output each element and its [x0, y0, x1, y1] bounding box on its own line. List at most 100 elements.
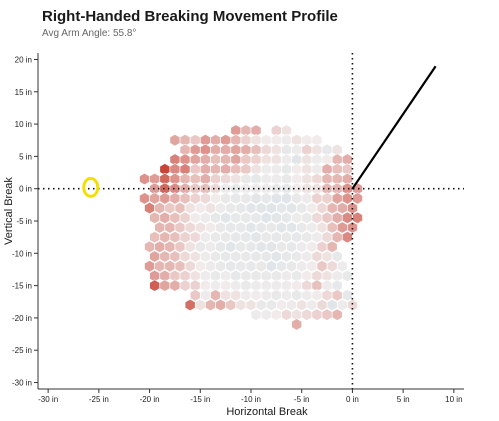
hex-cell	[240, 250, 252, 263]
hex-cell	[286, 260, 297, 273]
hex-cell	[341, 211, 353, 224]
hex-cell	[260, 192, 272, 205]
hex-cell	[286, 240, 297, 253]
hex-cell	[265, 201, 277, 215]
hex-cell	[255, 298, 267, 312]
hex-cell	[286, 298, 297, 312]
hex-cell	[255, 201, 267, 215]
hex-cell	[316, 260, 328, 273]
x-axis-label: Horizontal Break	[226, 406, 308, 418]
hex-cell	[205, 221, 216, 234]
hex-cell	[331, 192, 343, 205]
hex-cell	[270, 231, 282, 244]
y-tick-label: 5 in	[19, 152, 32, 161]
hex-cell	[281, 211, 292, 224]
hex-cell	[179, 231, 191, 244]
hex-cell	[179, 250, 191, 263]
hex-cell	[352, 192, 363, 205]
hex-cell	[225, 240, 236, 253]
hex-cell	[235, 240, 247, 253]
x-tick-label: -15 in	[190, 395, 210, 404]
hex-cell	[331, 250, 343, 263]
hex-cell	[321, 211, 333, 224]
hex-cell	[184, 240, 196, 253]
y-tick-label: 0 in	[19, 185, 32, 194]
hex-cell	[311, 231, 323, 244]
hex-cell	[189, 250, 201, 263]
hex-cell	[205, 201, 216, 215]
average-release-marker	[82, 176, 100, 198]
hex-cell	[245, 201, 257, 215]
hex-cell	[286, 201, 297, 215]
hex-cell	[331, 289, 343, 302]
hex-cell	[174, 260, 186, 273]
y-tick-label: -20 in	[12, 314, 32, 323]
hex-cell	[250, 308, 262, 321]
arm-angle-line	[351, 65, 437, 190]
y-tick-label: 20 in	[15, 55, 32, 64]
hex-cell	[169, 192, 181, 205]
hex-cell	[235, 298, 247, 312]
hex-cell	[296, 240, 308, 253]
hex-cell	[169, 211, 181, 224]
hex-cell	[154, 201, 165, 215]
hex-cell	[260, 231, 272, 244]
hex-cell	[270, 289, 282, 302]
hex-cell	[311, 289, 323, 302]
hex-cell	[164, 240, 176, 253]
hex-cell	[169, 250, 181, 263]
hex-cell	[245, 221, 257, 234]
hex-cell	[336, 201, 348, 215]
hex-cell	[321, 308, 333, 321]
hex-cell	[184, 298, 196, 312]
hex-cell	[154, 221, 165, 234]
hex-cell	[220, 192, 231, 205]
hex-cell	[286, 221, 297, 234]
hex-cell	[184, 201, 196, 215]
hex-cell	[336, 221, 348, 234]
hex-cell	[270, 308, 282, 321]
hex-cell	[230, 211, 242, 224]
hex-cell	[260, 308, 272, 321]
hex-cell	[326, 201, 338, 215]
hex-cell	[276, 298, 287, 312]
hex-cell	[215, 298, 226, 312]
hex-cell	[265, 221, 277, 234]
hex-cell	[296, 221, 308, 234]
hex-cell	[230, 289, 242, 302]
hex-cell	[235, 260, 247, 273]
hex-cell	[265, 260, 277, 273]
hex-cell	[270, 250, 282, 263]
hex-cell	[306, 240, 318, 253]
hex-cell	[281, 231, 292, 244]
hex-cell	[169, 231, 181, 244]
x-tick-label: -30 in	[38, 395, 58, 404]
hex-cell	[296, 201, 308, 215]
chart-title: Right-Handed Breaking Movement Profile	[42, 8, 338, 25]
hex-cell	[159, 250, 171, 263]
hex-cell	[164, 201, 176, 215]
hex-cell	[311, 250, 323, 263]
hex-cell	[169, 134, 181, 147]
hex-cell	[311, 211, 323, 224]
hex-cell	[195, 240, 206, 253]
hex-cell	[291, 192, 303, 205]
hex-cell	[331, 308, 343, 321]
hex-cell	[200, 211, 211, 224]
hex-cell	[260, 289, 272, 302]
hex-cell	[215, 260, 226, 273]
hex-cell	[341, 231, 353, 244]
y-axis-label: Vertical Break	[3, 177, 15, 245]
hex-cell	[301, 211, 313, 224]
hex-cell	[347, 298, 358, 312]
hex-cell	[321, 192, 333, 205]
hex-cell	[179, 279, 191, 292]
hex-cell	[301, 231, 313, 244]
y-axis: 20 in 15 in 10 in 5 in 0 in -5 in -10 in -15 in…	[12, 53, 39, 389]
hex-cell	[260, 211, 272, 224]
y-tick-label: -25 in	[12, 346, 32, 355]
hex-cell	[210, 192, 221, 205]
hex-cell	[291, 250, 303, 263]
hex-cell	[301, 289, 313, 302]
